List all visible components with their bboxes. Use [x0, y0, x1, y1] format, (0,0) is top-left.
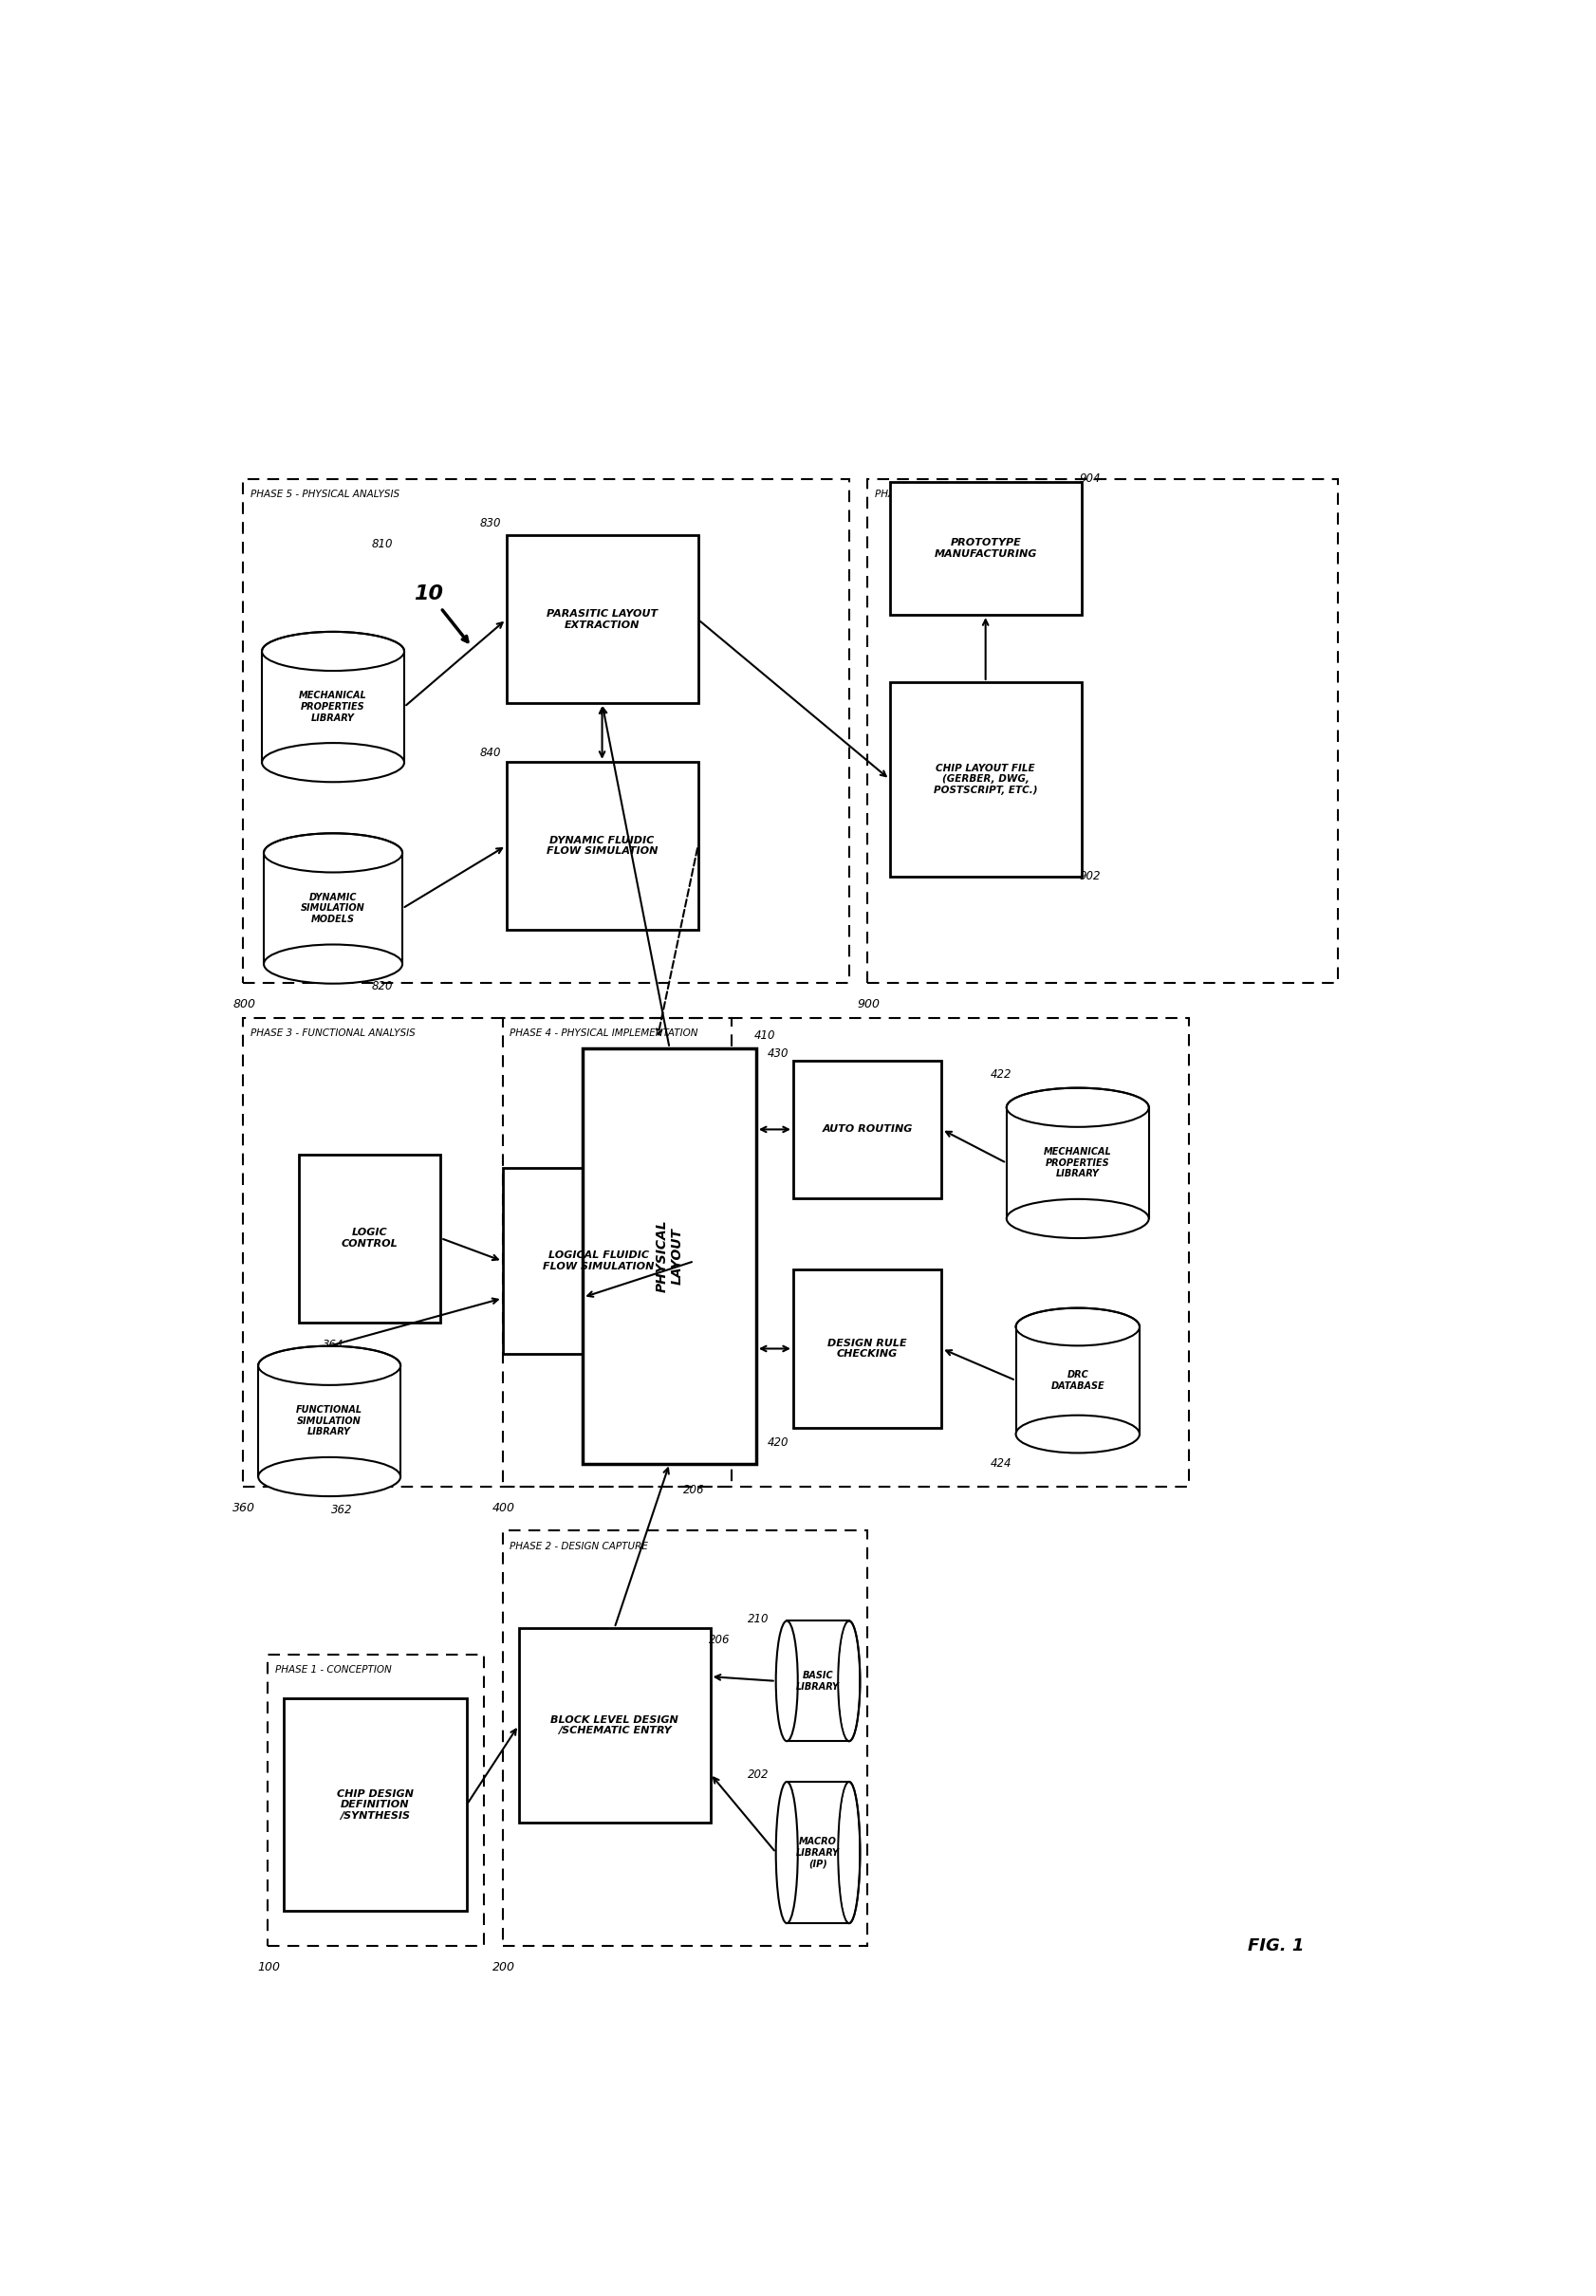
Ellipse shape	[1007, 1088, 1149, 1127]
FancyBboxPatch shape	[506, 535, 697, 703]
Text: 200: 200	[493, 1961, 516, 1975]
FancyBboxPatch shape	[793, 1061, 942, 1199]
Ellipse shape	[262, 744, 404, 783]
Bar	[1015, 1327, 1140, 1435]
Text: PROTOTYPE
MANUFACTURING: PROTOTYPE MANUFACTURING	[934, 540, 1037, 558]
Text: 410: 410	[753, 1029, 776, 1042]
Text: 420: 420	[768, 1437, 788, 1449]
Text: BLOCK LEVEL DESIGN
/SCHEMATIC ENTRY: BLOCK LEVEL DESIGN /SCHEMATIC ENTRY	[551, 1715, 678, 1736]
Text: 366: 366	[694, 1150, 715, 1162]
Text: PHASE 6 - DEVICE IMPLEMENTATION: PHASE 6 - DEVICE IMPLEMENTATION	[875, 489, 1052, 498]
Bar	[787, 1782, 849, 1924]
FancyBboxPatch shape	[503, 1169, 694, 1355]
Ellipse shape	[260, 1348, 399, 1382]
Ellipse shape	[838, 1621, 860, 1740]
Text: CHIP LAYOUT FILE
(GERBER, DWG,
POSTSCRIPT, ETC.): CHIP LAYOUT FILE (GERBER, DWG, POSTSCRIP…	[934, 765, 1037, 794]
Ellipse shape	[1007, 1091, 1148, 1125]
Text: 210: 210	[749, 1614, 769, 1626]
Text: 364: 364	[322, 1339, 343, 1352]
FancyBboxPatch shape	[506, 762, 697, 930]
Text: BASIC
LIBRARY: BASIC LIBRARY	[796, 1671, 839, 1692]
Text: FUNCTIONAL
SIMULATION
LIBRARY: FUNCTIONAL SIMULATION LIBRARY	[297, 1405, 362, 1437]
Ellipse shape	[1015, 1309, 1140, 1345]
Text: 430: 430	[768, 1047, 788, 1058]
Ellipse shape	[1017, 1309, 1138, 1343]
Text: PHASE 3 - FUNCTIONAL ANALYSIS: PHASE 3 - FUNCTIONAL ANALYSIS	[251, 1029, 415, 1038]
Ellipse shape	[263, 833, 402, 872]
FancyBboxPatch shape	[519, 1628, 710, 1823]
Text: 206: 206	[683, 1483, 705, 1497]
Text: MACRO
LIBRARY
(IP): MACRO LIBRARY (IP)	[796, 1837, 839, 1869]
Ellipse shape	[263, 634, 402, 668]
Text: PHASE 1 - CONCEPTION: PHASE 1 - CONCEPTION	[275, 1665, 391, 1674]
Text: 900: 900	[857, 999, 881, 1010]
Ellipse shape	[838, 1782, 860, 1924]
Ellipse shape	[1007, 1199, 1149, 1238]
Text: 202: 202	[749, 1768, 769, 1782]
Text: 810: 810	[372, 537, 393, 551]
Text: CHIP DESIGN
DEFINITION
/SYNTHESIS: CHIP DESIGN DEFINITION /SYNTHESIS	[337, 1789, 413, 1821]
Text: PHYSICAL
LAYOUT: PHYSICAL LAYOUT	[656, 1219, 683, 1293]
FancyBboxPatch shape	[793, 1270, 942, 1428]
Text: 422: 422	[991, 1068, 1012, 1081]
Bar	[262, 652, 404, 762]
Text: 10: 10	[413, 583, 444, 604]
Text: MECHANICAL
PROPERTIES
LIBRARY: MECHANICAL PROPERTIES LIBRARY	[1044, 1148, 1112, 1178]
Ellipse shape	[265, 836, 401, 870]
Ellipse shape	[1015, 1414, 1140, 1453]
Text: 424: 424	[991, 1458, 1012, 1469]
Text: DYNAMIC FLUIDIC
FLOW SIMULATION: DYNAMIC FLUIDIC FLOW SIMULATION	[546, 836, 658, 856]
Ellipse shape	[259, 1458, 401, 1497]
Ellipse shape	[839, 1784, 859, 1922]
Text: PARASITIC LAYOUT
EXTRACTION: PARASITIC LAYOUT EXTRACTION	[546, 608, 658, 629]
Ellipse shape	[259, 1345, 401, 1384]
Text: 820: 820	[372, 980, 393, 992]
Bar	[263, 852, 402, 964]
Text: AUTO ROUTING: AUTO ROUTING	[822, 1125, 913, 1134]
Text: MECHANICAL
PROPERTIES
LIBRARY: MECHANICAL PROPERTIES LIBRARY	[298, 691, 367, 723]
Ellipse shape	[263, 944, 402, 983]
Ellipse shape	[776, 1621, 798, 1740]
FancyBboxPatch shape	[583, 1047, 757, 1463]
Text: 400: 400	[493, 1502, 516, 1513]
Text: LOGICAL FLUIDIC
FLOW SIMULATION: LOGICAL FLUIDIC FLOW SIMULATION	[543, 1251, 654, 1272]
Text: FIG. 1: FIG. 1	[1248, 1938, 1304, 1954]
Ellipse shape	[262, 631, 404, 670]
Text: DESIGN RULE
CHECKING: DESIGN RULE CHECKING	[828, 1339, 907, 1359]
Text: DYNAMIC
SIMULATION
MODELS: DYNAMIC SIMULATION MODELS	[302, 893, 365, 925]
Text: PHASE 4 - PHYSICAL IMPLEMENTATION: PHASE 4 - PHYSICAL IMPLEMENTATION	[511, 1029, 699, 1038]
Text: 830: 830	[479, 517, 501, 528]
Text: PHASE 5 - PHYSICAL ANALYSIS: PHASE 5 - PHYSICAL ANALYSIS	[251, 489, 399, 498]
Text: PHASE 2 - DESIGN CAPTURE: PHASE 2 - DESIGN CAPTURE	[511, 1541, 648, 1550]
Bar	[259, 1366, 401, 1476]
FancyBboxPatch shape	[284, 1699, 466, 1910]
FancyBboxPatch shape	[889, 682, 1082, 877]
Ellipse shape	[776, 1782, 798, 1924]
FancyBboxPatch shape	[298, 1155, 440, 1322]
Text: DRC
DATABASE: DRC DATABASE	[1050, 1371, 1104, 1391]
Text: 206: 206	[709, 1635, 729, 1646]
Bar	[1007, 1107, 1149, 1219]
Text: 362: 362	[330, 1504, 353, 1515]
Text: 360: 360	[233, 1502, 255, 1513]
Text: 840: 840	[479, 746, 501, 760]
Ellipse shape	[839, 1623, 859, 1740]
Text: 904: 904	[1079, 473, 1101, 484]
Text: 902: 902	[1079, 870, 1101, 882]
Bar	[787, 1621, 849, 1740]
Text: 800: 800	[233, 999, 255, 1010]
Text: LOGIC
CONTROL: LOGIC CONTROL	[342, 1228, 397, 1249]
FancyBboxPatch shape	[889, 482, 1082, 615]
Text: 100: 100	[257, 1961, 281, 1975]
